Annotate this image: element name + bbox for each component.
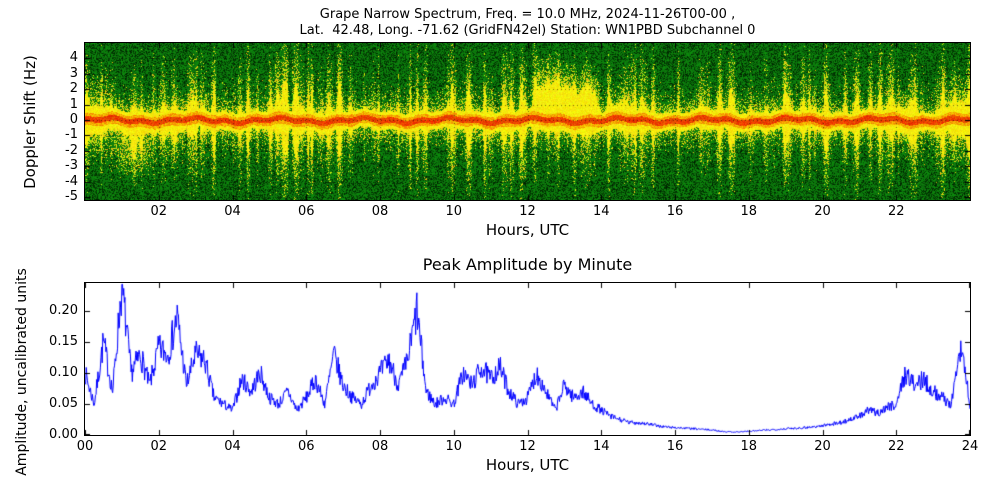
amplitude-xtick-label: 02 [150, 439, 168, 454]
spectrogram-title-line2: Lat. 42.48, Long. -71.62 (GridFN42el) St… [299, 23, 756, 38]
spectrogram-ytick-label: 3 [69, 65, 78, 81]
spectrogram-xtick-label: 06 [297, 204, 315, 219]
amplitude-xtick-label: 14 [592, 439, 610, 454]
amplitude-xtick-label: 10 [445, 439, 463, 454]
amplitude-xtick-label: 08 [371, 439, 389, 454]
spectrogram-title-line1: Grape Narrow Spectrum, Freq. = 10.0 MHz,… [319, 7, 736, 22]
amplitude-xlabel: Hours, UTC [485, 456, 570, 474]
spectrogram-xtick-label: 16 [666, 204, 684, 219]
spectrogram-xtick-label: 02 [150, 204, 168, 219]
amplitude-plot [84, 282, 971, 436]
amplitude-xtick-label: 06 [297, 439, 315, 454]
spectrogram-xtick-label: 18 [740, 204, 758, 219]
spectrogram-ylabel: Doppler Shift (Hz) [21, 55, 39, 189]
amplitude-xtick-label: 00 [76, 439, 94, 454]
amplitude-xtick-label: 24 [961, 439, 979, 454]
spectrogram-ytick-label: -5 [65, 188, 78, 204]
amplitude-ytick-label: 0.20 [49, 302, 78, 318]
spectrogram-xtick-label: 22 [887, 204, 905, 219]
spectrogram-ytick-label: -2 [65, 142, 78, 158]
amplitude-xtick-label: 16 [666, 439, 684, 454]
spectrogram-ytick-label: -3 [65, 158, 78, 174]
spectrogram-xtick-label: 20 [814, 204, 831, 219]
amplitude-title: Peak Amplitude by Minute [422, 255, 633, 274]
spectrogram-ytick-label: -4 [65, 173, 78, 189]
spectrogram-xtick-label: 04 [224, 204, 241, 219]
amplitude-ytick-label: 0.05 [49, 395, 78, 411]
spectrogram-xtick-label: 08 [371, 204, 389, 219]
amplitude-xtick-label: 04 [224, 439, 241, 454]
spectrogram-xlabel: Hours, UTC [485, 221, 570, 239]
amplitude-ytick-label: 0.10 [49, 364, 78, 380]
spectrogram-plot [84, 42, 971, 201]
spectrogram-ytick-label: 1 [69, 96, 78, 112]
amplitude-ytick-label: 0.00 [49, 427, 78, 442]
spectrogram-xtick-label: 14 [592, 204, 610, 219]
amplitude-xtick-label: 12 [519, 439, 536, 454]
spectrogram-ytick-label: 4 [69, 50, 78, 66]
amplitude-ylabel: Amplitude, uncalibrated units [14, 268, 30, 476]
spectrogram-xtick-label: 12 [519, 204, 536, 219]
spectrogram-xtick-label: 10 [445, 204, 463, 219]
spectrogram-ytick-label: 2 [69, 81, 78, 97]
spectrogram-ytick-label: -1 [65, 127, 78, 143]
amplitude-ytick-label: 0.15 [49, 333, 78, 349]
spectrogram-ytick-label: 0 [69, 111, 78, 127]
amplitude-xtick-label: 20 [814, 439, 831, 454]
amplitude-xtick-label: 22 [887, 439, 905, 454]
amplitude-xtick-label: 18 [740, 439, 758, 454]
